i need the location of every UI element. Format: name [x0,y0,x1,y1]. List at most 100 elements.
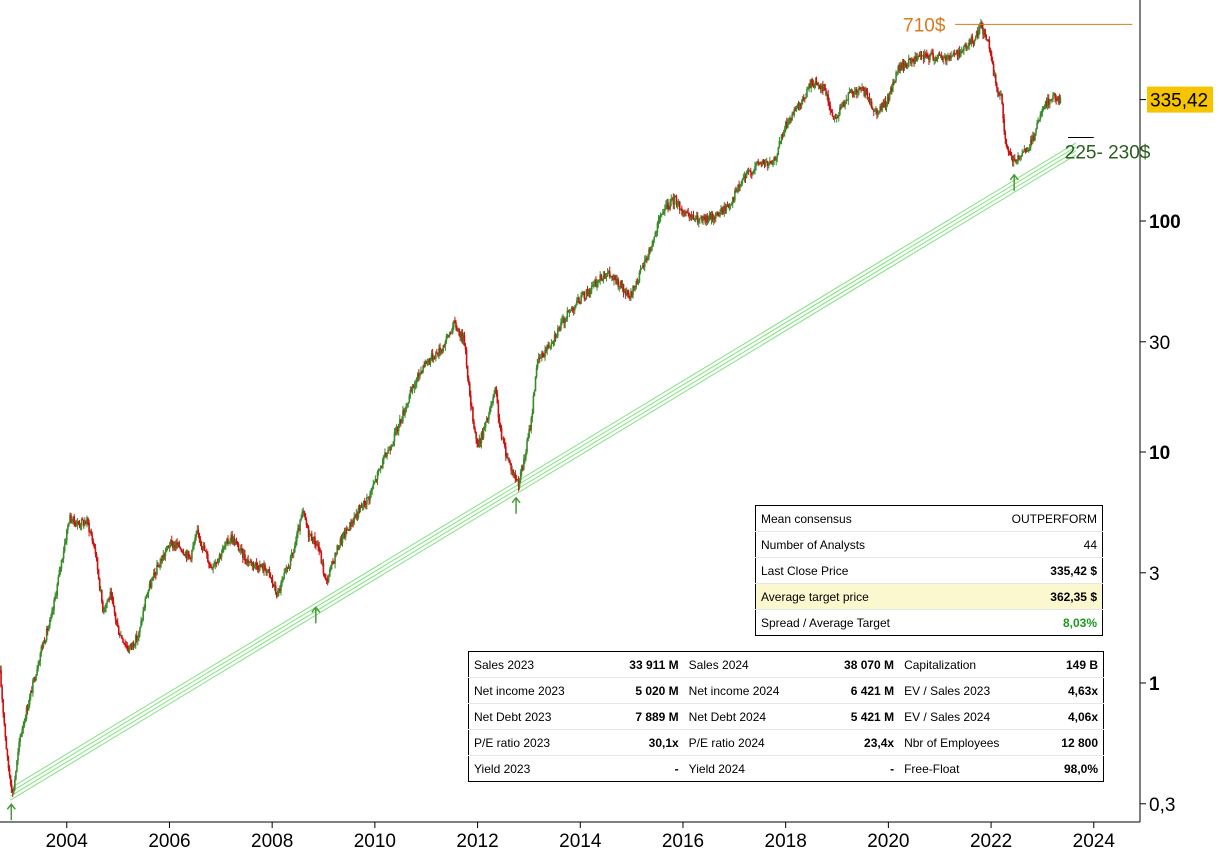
candle-body [281,579,283,583]
candle-body [693,219,696,221]
candle-body [260,564,262,567]
candle-body [239,547,242,551]
candle-body [109,591,112,600]
candle-body [1059,97,1062,103]
candle-body [881,102,884,111]
candle-body [255,562,258,566]
candle-body [537,357,540,360]
candle-body [547,344,550,348]
candle-body [151,576,154,581]
candle-body [374,479,377,483]
candle-body [484,421,487,428]
candle-body [841,104,843,109]
candle-body [1005,138,1008,146]
candle-body [75,524,78,527]
candle-body [50,616,52,621]
consensus-label: Last Close Price [755,557,962,584]
candle-body [295,541,297,546]
candle-body [642,265,645,268]
candle-body [775,157,778,161]
candle-body [137,637,139,641]
candle-body [931,53,933,55]
candle-body [284,570,287,574]
candle-body [150,580,153,588]
candle-body [358,507,361,509]
candle-body [1040,113,1043,116]
candle-body [201,546,204,549]
candle-body [253,564,256,567]
financials-row: Yield 2023 - Yield 2024 - Free-Float 98,… [469,756,1104,782]
candle-body [614,276,616,280]
candle-body [572,309,575,311]
candle-body [97,569,100,579]
candle-body [69,515,71,524]
candle-body [872,109,875,112]
candle-body [387,449,389,454]
candle-body [479,437,482,444]
candle-body [81,519,84,521]
candle-body [940,55,943,58]
candle-body [599,274,601,281]
candle-body [450,332,453,334]
candle-body [594,280,596,285]
candle-body [593,284,595,286]
y-tick-label: 30 [1149,333,1170,354]
financials-value: 23,4x [818,729,900,756]
candle-body [342,532,345,536]
candle-body [1050,99,1052,101]
candle-body [837,115,840,118]
consensus-row: Last Close Price 335,42 $ [755,557,1103,584]
candle-body [786,121,788,128]
candle-body [344,528,347,538]
candle-body [218,554,221,559]
candle-body [232,537,235,543]
candle-body [733,197,735,201]
candle-body [256,565,259,570]
candle-body [810,79,813,88]
candle-body [119,634,121,636]
candle-body [802,97,805,99]
candle-body [127,648,130,652]
candle-body [861,87,863,90]
candle-body [971,36,974,41]
candle-body [973,40,976,44]
financials-value: 5 421 M [818,703,900,730]
candle-body [1010,154,1013,157]
candle-body [74,522,77,527]
candle-body [166,546,169,548]
candle-body [825,90,827,96]
candle-body [536,359,539,368]
candle-body [306,525,309,527]
candle-body [787,122,789,128]
candle-body [560,322,562,330]
candle-body [712,217,715,221]
candle-body [979,25,981,30]
candle-body [378,468,381,470]
candle-body [222,546,225,548]
candle-body [879,105,881,112]
candle-body [752,171,754,175]
candle-body [45,628,48,641]
candle-body [401,421,403,423]
candle-body [123,642,125,644]
candle-body [238,550,241,552]
candle-body [765,161,768,163]
candle-body [562,318,564,320]
candle-body [44,640,47,644]
candle-body [304,513,307,520]
candle-body [865,89,868,92]
candle-body [244,554,246,561]
candle-body [577,297,579,301]
candle-body [277,590,279,597]
candle-body [607,271,610,273]
candle-body [647,256,649,259]
candle-body [402,410,404,422]
candle-body [604,276,607,279]
financials-label: Net income 2024 [683,677,819,704]
candle-body [1054,93,1056,99]
candle-body [200,541,203,547]
candle-body [545,349,547,351]
candle-body [563,318,565,324]
candle-body [623,291,626,293]
candle-body [427,359,430,362]
